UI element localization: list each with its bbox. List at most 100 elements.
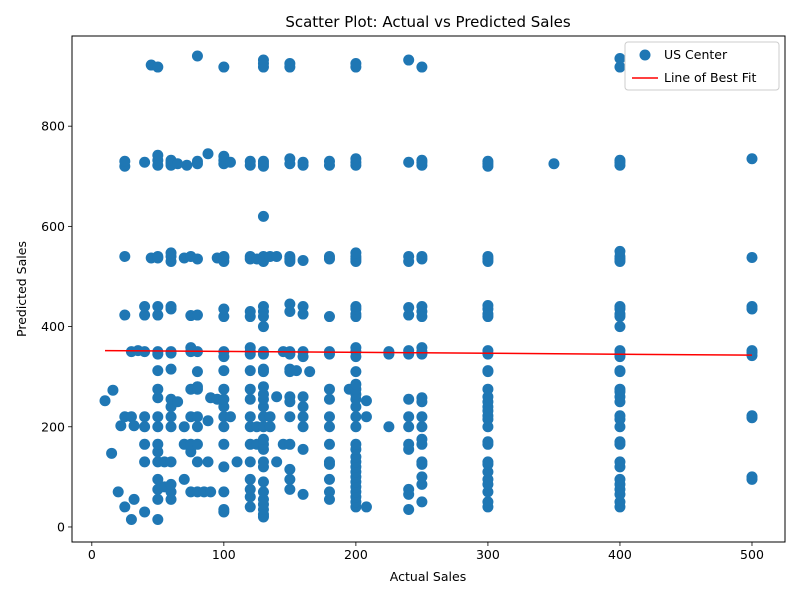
scatter-point-367 xyxy=(482,155,494,167)
scatter-point-75 xyxy=(178,421,190,433)
scatter-point-381 xyxy=(614,410,626,422)
scatter-point-163 xyxy=(257,476,269,488)
scatter-point-340 xyxy=(482,473,494,485)
scatter-point-310 xyxy=(403,250,415,262)
scatter-point-364 xyxy=(482,250,494,262)
plot-area xyxy=(99,50,758,525)
scatter-point-226 xyxy=(297,401,309,413)
chart-title: Scatter Plot: Actual vs Predicted Sales xyxy=(285,13,570,31)
scatter-point-4 xyxy=(115,420,127,432)
scatter-point-334 xyxy=(416,154,428,166)
scatter-point-114 xyxy=(218,421,230,433)
y-tick-label-0: 0 xyxy=(57,519,65,534)
scatter-point-220 xyxy=(284,58,296,70)
scatter-point-399 xyxy=(614,245,626,257)
scatter-point-189 xyxy=(257,155,269,167)
scatter-point-48 xyxy=(152,149,164,161)
x-tick-label-300: 300 xyxy=(476,547,500,562)
scatter-point-329 xyxy=(416,301,428,313)
scatter-point-374 xyxy=(614,473,626,485)
scatter-point-355 xyxy=(482,365,494,377)
scatter-point-17 xyxy=(139,506,151,518)
scatter-point-12 xyxy=(125,411,137,423)
scatter-point-126 xyxy=(218,250,230,262)
scatter-point-313 xyxy=(416,496,428,508)
scatter-point-117 xyxy=(218,393,230,405)
scatter-point-112 xyxy=(218,461,230,473)
scatter-point-391 xyxy=(614,321,626,333)
y-tick-label-800: 800 xyxy=(41,119,65,134)
scatter-point-234 xyxy=(297,156,309,168)
scatter-point-193 xyxy=(264,421,276,433)
scatter-point-96 xyxy=(191,309,203,321)
scatter-point-72 xyxy=(172,158,184,170)
scatter-point-100 xyxy=(191,50,203,62)
scatter-point-222 xyxy=(297,488,309,500)
scatter-point-90 xyxy=(191,421,203,433)
scatter-point-2 xyxy=(107,384,119,396)
scatter-point-45 xyxy=(152,250,164,262)
scatter-point-361 xyxy=(482,300,494,312)
scatter-point-10 xyxy=(119,155,131,167)
scatter-point-162 xyxy=(257,486,269,498)
scatter-point-250 xyxy=(323,250,335,262)
best-fit-line xyxy=(105,349,752,356)
scatter-point-52 xyxy=(165,493,177,505)
scatter-point-266 xyxy=(350,438,362,450)
scatter-point-236 xyxy=(323,493,335,505)
scatter-point-390 xyxy=(614,345,626,357)
scatter-point-11 xyxy=(125,513,137,525)
scatter-point-18 xyxy=(139,456,151,468)
scatter-point-402 xyxy=(614,154,626,166)
scatter-point-238 xyxy=(323,473,335,485)
scatter-point-147 xyxy=(244,342,256,354)
scatter-point-294 xyxy=(383,421,395,433)
scatter-point-94 xyxy=(191,366,203,378)
scatter-point-221 xyxy=(290,365,302,377)
scatter-point-161 xyxy=(257,493,269,505)
scatter-point-42 xyxy=(152,309,164,321)
scatter-point-176 xyxy=(257,363,269,375)
scatter-point-103 xyxy=(202,415,214,427)
scatter-point-242 xyxy=(323,421,335,433)
scatter-point-143 xyxy=(244,383,256,395)
scatter-point-237 xyxy=(323,486,335,498)
scatter-point-277 xyxy=(350,342,362,354)
legend-label-us-center: US Center xyxy=(664,47,728,62)
scatter-point-320 xyxy=(416,421,428,433)
scatter-point-225 xyxy=(297,411,309,423)
scatter-point-343 xyxy=(482,456,494,468)
scatter-point-5 xyxy=(119,501,131,513)
scatter-point-303 xyxy=(403,411,415,423)
scatter-point-273 xyxy=(350,378,362,390)
scatter-point-144 xyxy=(244,365,256,377)
scatter-point-296 xyxy=(383,346,395,358)
scatter-point-414 xyxy=(746,251,758,263)
scatter-point-216 xyxy=(284,250,296,262)
y-axis-ticks: 0 200 400 600 800 xyxy=(41,119,72,534)
scatter-point-368 xyxy=(548,158,560,170)
scatter-point-28 xyxy=(152,513,164,525)
x-axis-ticks: 0 100 200 300 400 500 xyxy=(88,542,764,562)
scatter-point-110 xyxy=(218,503,230,515)
scatter-point-218 xyxy=(284,153,296,165)
scatter-point-149 xyxy=(244,306,256,318)
scatter-point-207 xyxy=(284,391,296,403)
scatter-point-153 xyxy=(244,155,256,167)
scatter-point-413 xyxy=(746,301,758,313)
scatter-point-395 xyxy=(614,301,626,313)
y-tick-label-600: 600 xyxy=(41,219,65,234)
scatter-point-240 xyxy=(323,456,335,468)
scatter-point-118 xyxy=(218,383,230,395)
scatter-point-141 xyxy=(244,411,256,423)
scatter-point-201 xyxy=(284,483,296,495)
scatter-point-302 xyxy=(403,421,415,433)
scatter-point-91 xyxy=(191,411,203,423)
scatter-point-230 xyxy=(297,308,309,320)
scatter-point-308 xyxy=(403,302,415,314)
scatter-point-24 xyxy=(139,301,151,313)
scatter-point-15 xyxy=(128,420,140,432)
scatter-point-317 xyxy=(416,456,428,468)
scatter-point-1 xyxy=(106,447,118,459)
scatter-point-23 xyxy=(139,309,151,321)
